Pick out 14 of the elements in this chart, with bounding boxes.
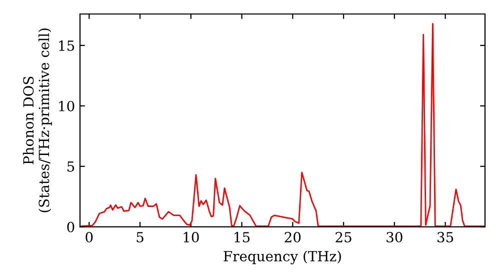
y-axis-title: Phonon DOS (States/THz·primitive cell) <box>22 28 52 212</box>
x-tick-label: 10 <box>184 232 199 242</box>
x-tick-label: 0 <box>86 232 93 242</box>
x-tick-label: 30 <box>386 232 402 242</box>
x-tick-label: 35 <box>438 232 454 242</box>
x-axis-title: Frequency (THz) <box>224 250 341 264</box>
y-tick-label: 10 <box>59 100 74 112</box>
x-tick-label: 15 <box>234 232 250 242</box>
x-tick-label: 25 <box>336 232 352 242</box>
x-tick-label: 5 <box>136 232 144 242</box>
y-tick-label: 0 <box>67 222 74 232</box>
x-tick-label: 20 <box>284 232 301 242</box>
y-tick-label: 15 <box>59 40 74 51</box>
y-tick-label: 5 <box>67 161 74 172</box>
